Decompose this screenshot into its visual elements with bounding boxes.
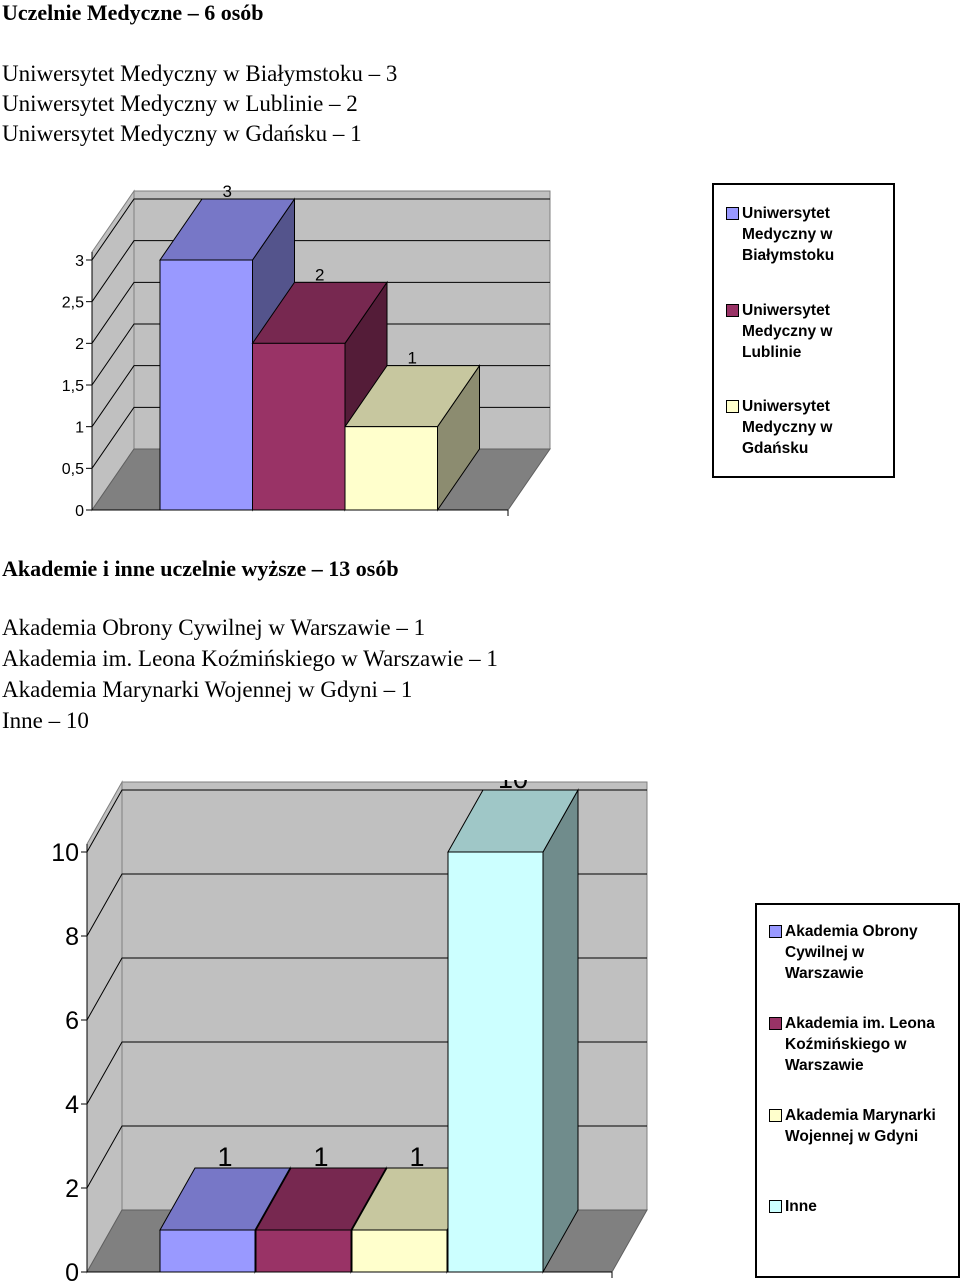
legend-item: Uniwersytet Medyczny w Lublinie <box>726 300 833 363</box>
data-label: 1 <box>217 1142 232 1172</box>
y-tick-label: 0 <box>65 1259 79 1286</box>
section2-line-1: Akademia Obrony Cywilnej w Warszawie – 1 <box>2 615 426 640</box>
chart-akademie: 0 2 4 6 8 10 1 1 1 10 <box>51 780 648 1286</box>
chart2-legend: Akademia Obrony Cywilnej w Warszawie Akadem… <box>755 903 960 1278</box>
legend-swatch <box>769 925 782 938</box>
data-label: 1 <box>313 1142 328 1172</box>
legend-swatch <box>769 1200 782 1213</box>
legend-label: Inne <box>785 1198 817 1215</box>
y-tick-label: 2 <box>75 336 84 353</box>
section1-line-1: Uniwersytet Medyczny w Białymstoku – 3 <box>2 61 398 86</box>
legend-label: Uniwersytet <box>742 302 830 319</box>
legend-label: Akademia im. Leona <box>785 1015 935 1032</box>
data-label: 1 <box>408 349 417 368</box>
y-tick-label: 10 <box>51 839 79 867</box>
legend-label: Uniwersytet <box>742 398 830 415</box>
y-tick-label: 6 <box>65 1007 79 1035</box>
legend-label: Medyczny w <box>742 323 833 340</box>
section2-line-4: Inne – 10 <box>2 708 89 733</box>
legend-label: Akademia Marynarki <box>785 1107 936 1124</box>
gridline <box>91 198 550 261</box>
section2-line-2: Akademia im. Leona Koźmińskiego w Warsza… <box>2 646 498 671</box>
y-tick-label: 1,5 <box>62 378 84 395</box>
legend-label: Wojennej w Gdyni <box>785 1128 919 1145</box>
y-tick-label: 0 <box>75 503 84 520</box>
data-label: 10 <box>498 780 528 794</box>
legend-item: Uniwersytet Medyczny w Gdańsku <box>726 396 833 459</box>
y-tick-label: 2 <box>65 1175 79 1203</box>
legend-item: Akademia Obrony Cywilnej w Warszawie <box>769 921 918 984</box>
legend-swatch <box>769 1017 782 1030</box>
y-tick-label: 4 <box>65 1091 79 1119</box>
legend-item: Akademia im. Leona Koźmińskiego w Warszawi… <box>769 1013 935 1076</box>
bar-side <box>542 788 579 1274</box>
bar <box>159 1229 256 1273</box>
section1-line-3: Uniwersytet Medyczny w Gdańsku – 1 <box>2 121 362 146</box>
y-tick-label: 1 <box>75 419 84 436</box>
section2-line-3: Akademia Marynarki Wojennej w Gdyni – 1 <box>2 677 413 702</box>
bar <box>344 426 438 511</box>
section1-heading: Uczelnie Medyczne – 6 osób <box>2 0 264 25</box>
legend-label: Lublinie <box>742 344 802 361</box>
section2-heading: Akademie i inne uczelnie wyższe – 13 osó… <box>2 556 399 581</box>
chart-side-wall <box>86 780 123 1274</box>
legend-item: Inne <box>769 1196 817 1217</box>
bar <box>255 1229 352 1273</box>
gridline <box>91 281 550 344</box>
section1-line-2: Uniwersytet Medyczny w Lublinie – 2 <box>2 91 358 116</box>
legend-swatch <box>726 207 739 220</box>
legend-label: Uniwersytet <box>742 205 830 222</box>
data-label: 2 <box>315 265 324 284</box>
legend-label: Warszawie <box>785 965 864 982</box>
legend-label: Medyczny w <box>742 419 833 436</box>
chart1-legend: Uniwersytet Medyczny w Białymstoku Uniwersy… <box>712 183 895 478</box>
gridline <box>91 323 550 386</box>
legend-label: Gdańsku <box>742 440 809 457</box>
gridline <box>91 240 550 302</box>
y-tick-label: 8 <box>65 923 79 951</box>
legend-label: Warszawie <box>785 1057 864 1074</box>
data-label: 1 <box>409 1142 424 1172</box>
legend-label: Medyczny w <box>742 226 833 243</box>
legend-swatch <box>769 1109 782 1122</box>
legend-swatch <box>726 304 739 317</box>
chart-uczelnie-medyczne: 0 0,5 1 1,5 2 2,5 3 3 2 1 <box>62 182 551 520</box>
y-tick-label: 3 <box>75 253 84 270</box>
bar <box>252 342 346 511</box>
gridline <box>86 789 647 853</box>
data-label: 3 <box>223 182 232 201</box>
legend-item: Akademia Marynarki Wojennej w Gdyni <box>769 1105 936 1147</box>
legend-label: Akademia Obrony <box>785 923 918 940</box>
legend-swatch <box>726 400 739 413</box>
legend-label: Koźmińskiego w <box>785 1036 907 1053</box>
bar <box>447 851 544 1273</box>
bar <box>159 259 253 511</box>
legend-label: Cywilnej w <box>785 944 865 961</box>
y-tick-label: 2,5 <box>62 294 84 311</box>
legend-label: Białymstoku <box>742 247 835 264</box>
y-tick-label: 0,5 <box>62 461 84 478</box>
legend-item: Uniwersytet Medyczny w Białymstoku <box>726 203 835 266</box>
bar <box>351 1229 448 1273</box>
